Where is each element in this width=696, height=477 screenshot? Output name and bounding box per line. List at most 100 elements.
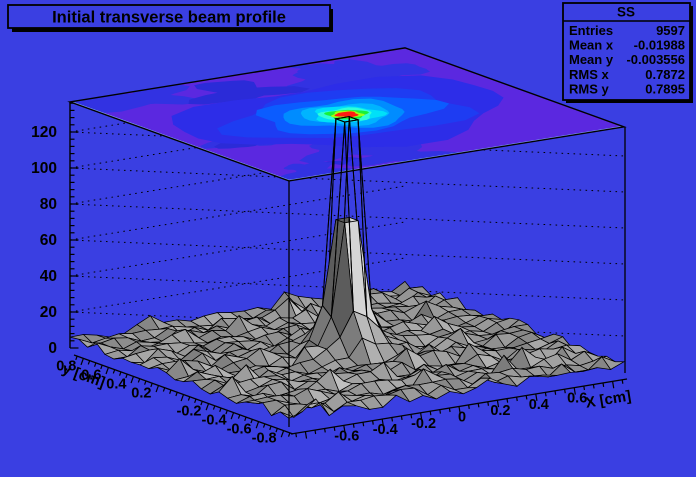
axis-tick (535, 393, 538, 401)
axis-tick (391, 417, 394, 422)
axis-tick (119, 371, 122, 376)
stats-row-label: Mean x (569, 38, 614, 53)
stats-row-value: -0.01988 (634, 38, 685, 53)
axis-tick-label: 0.8 (56, 358, 76, 374)
axis-tick (304, 431, 308, 439)
axis-tick (295, 433, 298, 438)
axis-tick (137, 378, 141, 383)
stats-row-label: Entries (569, 23, 613, 38)
axis-tick-label: -0.6 (227, 422, 252, 438)
axis-tick-label: 0.2 (131, 385, 151, 401)
axis-tick-label: 0.4 (106, 376, 126, 392)
axis-tick (175, 392, 178, 397)
axis-tick (125, 373, 128, 379)
axis-tick (554, 390, 557, 395)
stats-rows: Entries 9597 Mean x -0.01988 Mean y -0.003556… (569, 23, 685, 96)
axis-tick (583, 385, 586, 391)
axis-tick (155, 385, 160, 393)
title-box-frame (7, 4, 331, 29)
stats-row-label: RMS y (569, 81, 610, 96)
contour-patch (333, 59, 430, 86)
axis-tick (612, 381, 615, 389)
axis-tick (250, 419, 253, 424)
axis-tick (420, 412, 423, 420)
axis-tick (324, 428, 326, 433)
axis-tick (280, 430, 285, 438)
axis-tick-label: 120 (31, 124, 57, 141)
axis-tick (496, 400, 500, 408)
stats-box-frame (562, 2, 691, 101)
axis-tick-label: 0.4 (529, 397, 549, 413)
axis-tick (381, 418, 384, 427)
axis-tick (352, 423, 355, 428)
stats-row-value: 9597 (656, 23, 685, 38)
axis-tick-label: -0.4 (373, 422, 398, 438)
axis-tick (219, 407, 222, 413)
axis-tick (144, 380, 147, 385)
x-axis: -0.6 -0.4 -0.2 0 0.2 0.4 0.6 (290, 378, 628, 444)
axis-tick (200, 401, 203, 406)
axis-tick (525, 395, 528, 400)
axis-tick-label: -0.2 (177, 404, 202, 420)
axis-tick (573, 387, 576, 395)
axis-tick (544, 392, 547, 397)
contour-patch (284, 63, 345, 75)
axis-tick (516, 396, 518, 402)
stats-title: SS (617, 5, 635, 20)
axis-tick (468, 404, 470, 409)
axis-tick (269, 425, 272, 431)
axis-tick (487, 401, 490, 406)
axis-tick (564, 389, 566, 394)
plot-title: Initial transverse beam profile (52, 9, 286, 27)
axis-tick (130, 376, 135, 384)
wall-grid-line (69, 239, 626, 265)
stats-row-value: 0.7895 (645, 81, 685, 96)
stats-row-value: 0.7872 (645, 67, 685, 82)
axis-tick (506, 398, 509, 403)
axis-tick (225, 410, 228, 415)
axis-tick (212, 405, 216, 410)
axis-tick-label: -0.2 (411, 416, 436, 432)
axis-tick (87, 360, 91, 365)
axis-tick-label: 20 (40, 304, 57, 321)
wall-grid-line (69, 185, 406, 241)
axis-tick-label: -0.6 (334, 428, 359, 444)
axis-tick-label: 0.6 (81, 367, 101, 383)
title-box[interactable]: Initial transverse beam profile (7, 4, 333, 32)
axis-tick (343, 425, 346, 433)
axis-tick-label: 80 (40, 196, 57, 213)
axis-tick (287, 432, 291, 437)
axis-tick (230, 412, 235, 420)
axis-tick (93, 362, 97, 367)
axis-tick (80, 358, 84, 366)
contour-plane-content (70, 47, 624, 181)
axis-tick-label: -0.8 (252, 431, 277, 447)
axis-tick (275, 428, 278, 433)
top-contour-projection (67, 47, 627, 182)
stats-row-label: Mean y (569, 52, 614, 67)
axis-tick (372, 420, 374, 425)
stats-box[interactable]: SS Entries 9597 Mean x -0.01988 Mean y -0.003… (562, 2, 693, 103)
axis-tick-label: 0.2 (490, 403, 510, 419)
wall-grid-line (69, 203, 626, 229)
axis-tick (255, 421, 260, 429)
frame-front-edges (288, 127, 626, 427)
z-axis: 0 20 40 60 80 100 120 (31, 102, 79, 357)
axis-tick (410, 414, 413, 419)
axis-tick (205, 403, 210, 411)
wall-grid-line (69, 275, 626, 301)
axis-tick (314, 429, 317, 435)
axis-tick-label: 0.6 (567, 391, 587, 407)
axis-tick (75, 355, 78, 361)
axis-tick (439, 409, 442, 414)
axis-tick (162, 387, 166, 392)
contour-patch (188, 80, 310, 105)
axis-tick-label: 60 (40, 232, 57, 249)
axis-tick (592, 384, 595, 389)
stats-row-value: -0.003556 (626, 52, 685, 67)
axis-tick (429, 411, 432, 416)
axis-tick (621, 379, 624, 384)
axis-tick (169, 389, 172, 394)
axis-tick (244, 416, 247, 422)
